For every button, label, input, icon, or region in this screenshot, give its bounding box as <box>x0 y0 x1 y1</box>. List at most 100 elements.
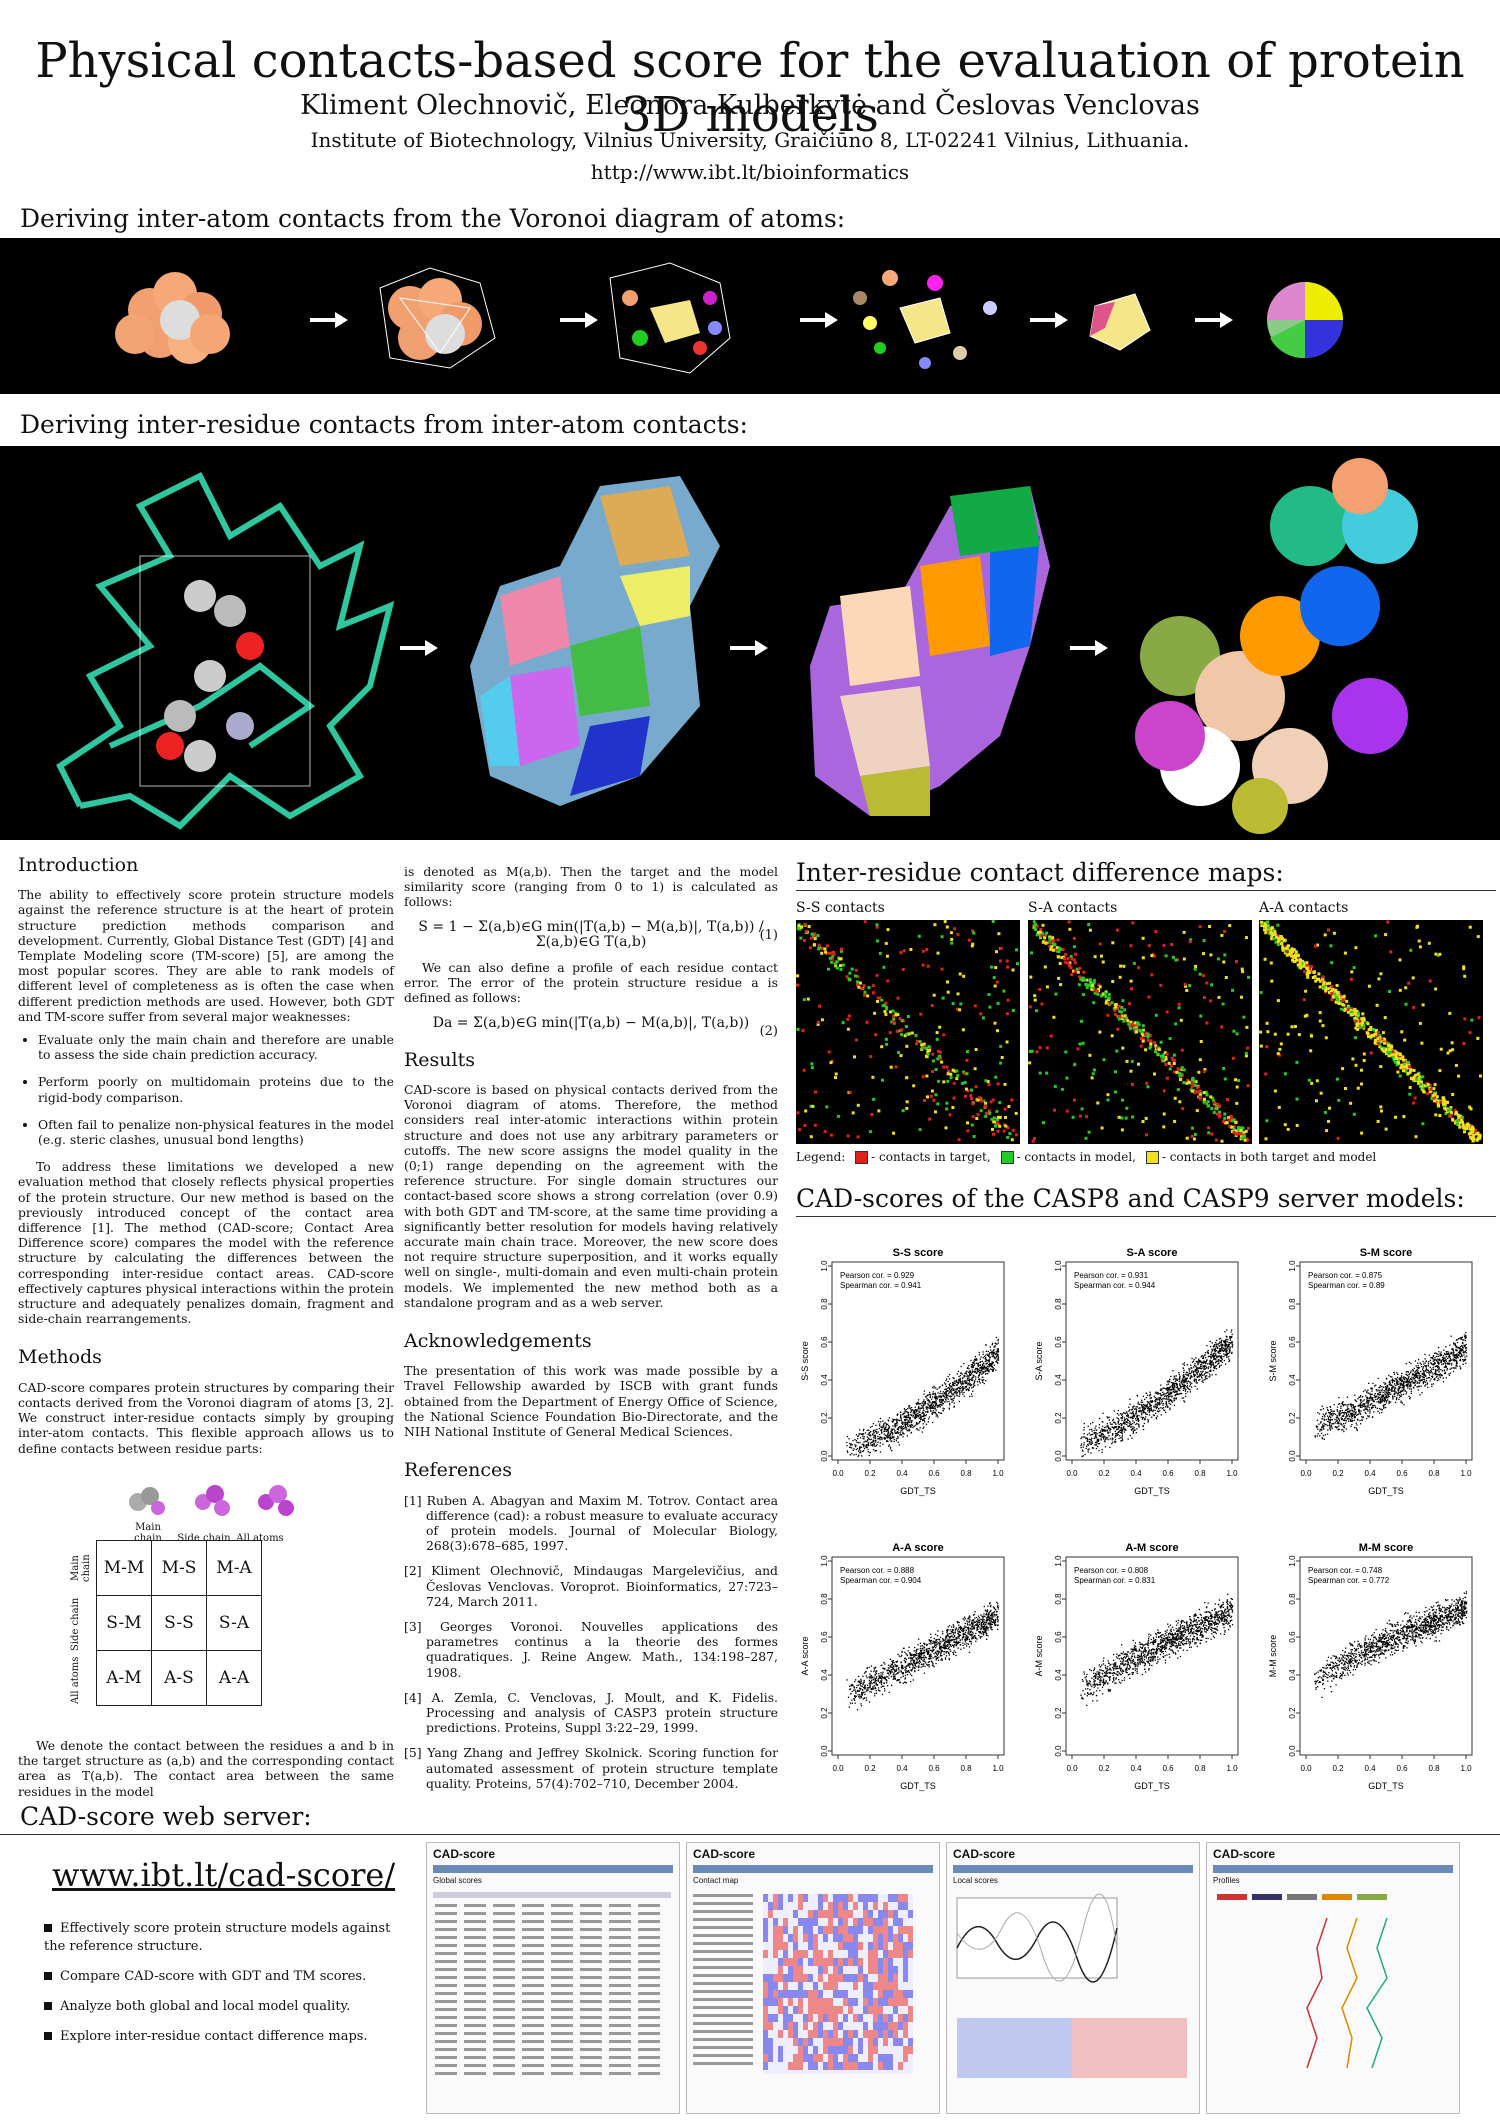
scatter-point <box>956 1392 959 1394</box>
scatter-point <box>1448 1352 1450 1354</box>
scatter-point <box>1190 1376 1192 1378</box>
scatter-point <box>955 1637 957 1639</box>
scatter-point <box>968 1377 970 1379</box>
scatter-point <box>997 1606 999 1608</box>
scatter-point <box>958 1395 960 1397</box>
scatter-point <box>886 1682 888 1684</box>
scatter-point <box>1132 1416 1134 1418</box>
pearson-label: Pearson cor. = 0.875 <box>1308 1271 1383 1280</box>
scatter-point <box>870 1444 872 1446</box>
homepage-url[interactable]: http://www.ibt.lt/bioinformatics <box>590 160 910 184</box>
scatter-point <box>934 1395 936 1397</box>
scatter-point <box>965 1381 968 1384</box>
scatter-point <box>947 1387 949 1389</box>
scatter-point <box>1151 1400 1153 1402</box>
scatter-point <box>1432 1355 1435 1357</box>
scatter-point <box>1129 1422 1131 1424</box>
legend-target: - contacts in target, <box>871 1150 991 1164</box>
scatter-point <box>953 1644 955 1646</box>
scatter-point <box>1450 1367 1452 1369</box>
scatter-point <box>1082 1446 1084 1448</box>
scatter-point <box>951 1384 954 1386</box>
scatter-point <box>1124 1412 1127 1415</box>
scatter-point <box>1185 1379 1188 1381</box>
scatter-point <box>1218 1342 1220 1344</box>
scatter-point <box>946 1647 948 1650</box>
scatter-point <box>867 1451 869 1453</box>
scatter-point <box>934 1405 936 1408</box>
scatter-point <box>1095 1434 1097 1436</box>
scatter-point <box>958 1400 960 1403</box>
scatter-point <box>1219 1360 1221 1362</box>
scatter-point <box>910 1411 912 1414</box>
scatter-point <box>952 1389 954 1391</box>
scatter-point <box>1394 1384 1396 1387</box>
scatter-point <box>1370 1403 1372 1406</box>
scatter-point <box>1378 1397 1380 1399</box>
scatter-point <box>1318 1423 1320 1425</box>
scatter-point <box>1444 1353 1446 1355</box>
spearman-label: Spearman cor. = 0.944 <box>1074 1281 1156 1290</box>
scatter-point <box>875 1424 877 1426</box>
scatter-point <box>921 1412 923 1415</box>
scatter-point <box>1380 1401 1382 1404</box>
scatter-point <box>1199 1360 1201 1363</box>
scatter-point <box>1438 1365 1440 1368</box>
scatter-point <box>910 1431 913 1434</box>
scatter-point <box>882 1420 884 1422</box>
scatter-point <box>963 1633 965 1635</box>
scatter-point <box>935 1415 937 1417</box>
scatter-point <box>1336 1426 1338 1428</box>
y-tick-label: 0.4 <box>1288 1374 1297 1386</box>
scatter-point <box>1388 1400 1390 1403</box>
scatter-point <box>1202 1379 1204 1381</box>
scatter-point <box>1142 1395 1144 1397</box>
scatter-point <box>945 1385 947 1387</box>
scatter-point <box>848 1706 850 1708</box>
scatter-point <box>1220 1348 1222 1351</box>
map-label: A-A contacts <box>1259 900 1349 916</box>
scatter-point <box>878 1420 880 1423</box>
scatter-point <box>980 1621 982 1624</box>
scatter-point <box>1379 1385 1381 1387</box>
reference-item: [1] Ruben A. Abagyan and Maxim M. Totrov… <box>404 1492 778 1554</box>
scatter-point <box>1196 1376 1198 1378</box>
scatter-point <box>1138 1419 1140 1421</box>
scatter-point <box>874 1677 876 1680</box>
scatter-point <box>1364 1411 1366 1414</box>
scatter-point <box>1183 1371 1185 1373</box>
scatter-point <box>1333 1404 1335 1406</box>
scatter-point <box>1123 1421 1125 1423</box>
scatter-point <box>949 1387 951 1389</box>
scatter-point <box>1155 1403 1158 1405</box>
scatter-point <box>909 1407 911 1410</box>
scatter-point <box>902 1423 904 1425</box>
scatter-point <box>1319 1430 1321 1432</box>
scatter-point <box>1121 1436 1123 1438</box>
scatter-point <box>919 1417 922 1419</box>
scatter-point <box>874 1440 876 1442</box>
scatter-point <box>866 1689 868 1691</box>
scatter-point <box>1345 1409 1347 1411</box>
scatter-point <box>984 1369 986 1371</box>
scatter-point <box>949 1649 951 1651</box>
scatter-point <box>1351 1420 1353 1422</box>
grid-cell: S-S <box>151 1595 207 1651</box>
scatter-point <box>995 1619 997 1621</box>
scatter-point <box>872 1449 875 1451</box>
scatter-point <box>1465 1349 1467 1351</box>
scatter-point <box>1179 1384 1181 1386</box>
scatter-point <box>855 1444 857 1447</box>
y-tick-label: 0.4 <box>1054 1374 1063 1386</box>
scatter-point <box>937 1416 939 1418</box>
scatter-point <box>1463 1339 1465 1341</box>
scatter-point <box>951 1401 953 1403</box>
scatter-point <box>1188 1373 1190 1375</box>
scatter-point <box>858 1449 860 1451</box>
scatter-point <box>995 1336 997 1339</box>
intro-paragraph-2: To address these limitations we develope… <box>18 1159 394 1327</box>
grid-cell: A-A <box>206 1650 262 1706</box>
scatter-point <box>953 1382 955 1384</box>
scatter-point <box>948 1638 950 1641</box>
scatter-point <box>1131 1416 1133 1418</box>
